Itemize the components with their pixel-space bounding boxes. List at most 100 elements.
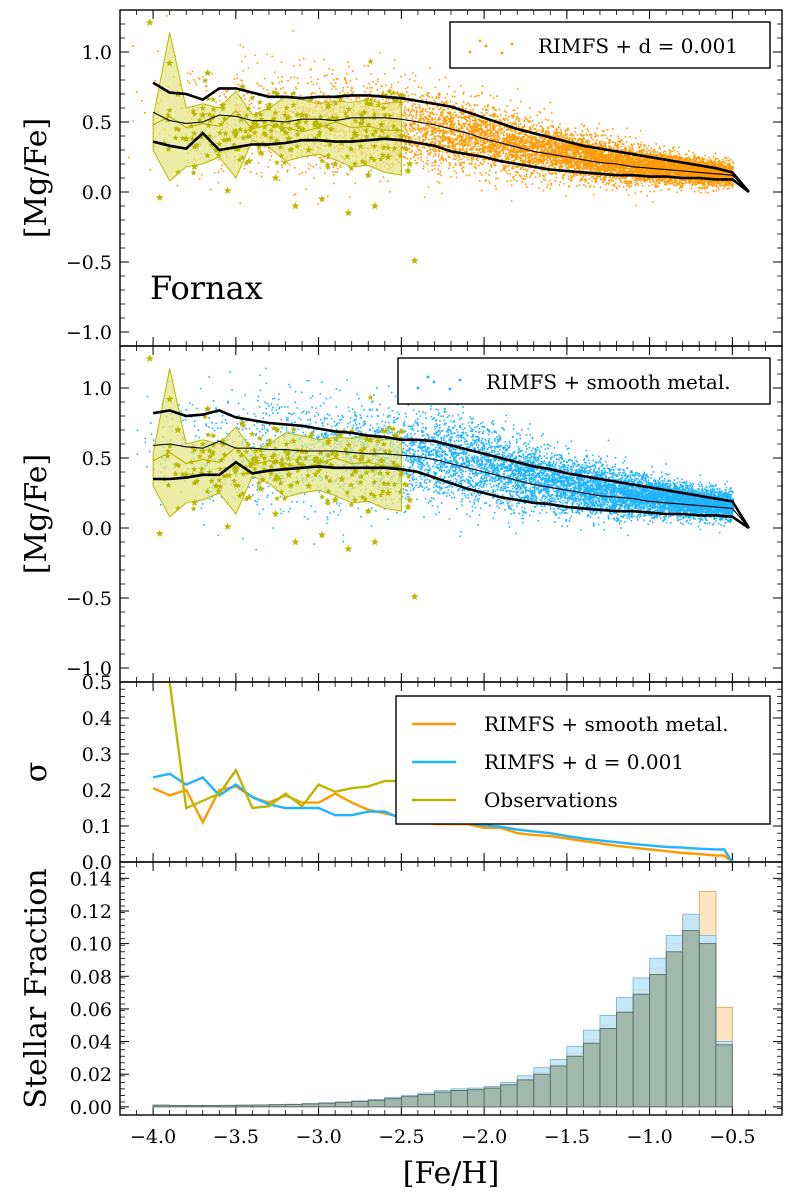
model-point <box>702 184 705 186</box>
model-point <box>447 117 449 120</box>
model-point <box>484 105 486 108</box>
model-point <box>411 93 413 95</box>
model-point <box>437 168 440 171</box>
model-point <box>626 172 629 174</box>
model-point <box>474 163 477 165</box>
model-point <box>446 132 448 134</box>
model-point <box>560 167 563 169</box>
model-point <box>541 140 544 142</box>
model-point <box>442 132 445 134</box>
model-point <box>497 140 499 142</box>
model-point <box>615 186 617 188</box>
model-point <box>671 150 674 153</box>
model-point <box>452 148 454 150</box>
model-point <box>626 179 628 182</box>
model-point <box>697 187 700 189</box>
model-point <box>646 172 649 175</box>
model-point <box>489 114 491 117</box>
model-point <box>481 134 483 136</box>
model-point <box>446 122 449 125</box>
model-point <box>548 156 550 158</box>
model-point <box>595 174 598 176</box>
model-point <box>512 176 514 179</box>
model-point <box>549 145 551 148</box>
model-point <box>585 179 587 182</box>
model-point <box>409 124 411 127</box>
model-point <box>623 168 625 170</box>
model-point <box>524 178 526 180</box>
model-point <box>570 166 572 169</box>
model-point <box>512 153 514 155</box>
model-point <box>695 181 698 184</box>
model-point <box>461 168 463 170</box>
model-point <box>529 148 532 151</box>
model-point <box>641 171 644 174</box>
model-point <box>425 162 428 165</box>
model-point <box>518 117 520 119</box>
model-point <box>618 158 621 160</box>
model-point <box>658 146 661 148</box>
model-point <box>453 130 456 133</box>
model-point <box>504 152 507 155</box>
model-point <box>486 105 489 108</box>
model-point <box>460 127 463 130</box>
model-point <box>673 146 675 149</box>
model-point <box>507 155 509 158</box>
model-point <box>487 109 489 111</box>
model-point <box>385 100 387 103</box>
model-point <box>581 130 583 132</box>
model-point <box>576 145 579 147</box>
model-point <box>480 152 483 154</box>
model-point <box>484 108 487 111</box>
model-point <box>635 204 637 207</box>
model-point <box>470 129 473 131</box>
model-point <box>628 158 631 160</box>
model-point <box>506 139 509 141</box>
model-point <box>442 125 444 127</box>
model-point <box>530 134 533 137</box>
model-point <box>515 152 518 154</box>
model-point <box>441 114 443 116</box>
model-point <box>637 178 639 180</box>
model-point <box>589 148 591 151</box>
model-point <box>454 91 456 93</box>
model-point <box>641 152 643 154</box>
model-point <box>424 134 427 137</box>
model-point <box>660 164 662 166</box>
model-point <box>458 132 461 135</box>
model-point <box>528 161 530 163</box>
model-point <box>571 134 574 136</box>
model-point <box>626 127 629 130</box>
model-point <box>484 132 486 134</box>
model-point <box>427 94 429 97</box>
model-point <box>434 137 436 140</box>
model-point <box>646 158 649 161</box>
model-point <box>528 147 531 149</box>
model-point <box>489 155 492 157</box>
model-point <box>390 86 393 89</box>
model-point <box>487 135 490 137</box>
model-point <box>534 176 537 178</box>
model-point <box>465 142 467 144</box>
model-point <box>526 157 529 160</box>
model-point <box>432 129 435 132</box>
model-point <box>556 128 558 130</box>
model-point <box>657 185 659 188</box>
model-point <box>316 102 319 104</box>
model-point <box>525 170 528 172</box>
model-point <box>535 151 538 154</box>
model-point <box>547 130 549 133</box>
model-point <box>298 59 301 61</box>
model-point <box>541 153 543 155</box>
model-point <box>310 68 313 71</box>
model-point <box>641 179 644 181</box>
model-point <box>578 138 580 141</box>
model-point <box>450 118 452 120</box>
model-point <box>575 167 578 170</box>
model-point <box>278 179 281 181</box>
model-point <box>429 149 431 151</box>
model-point <box>689 181 691 183</box>
model-point <box>614 144 616 147</box>
model-point <box>628 149 630 152</box>
model-point <box>433 127 436 129</box>
